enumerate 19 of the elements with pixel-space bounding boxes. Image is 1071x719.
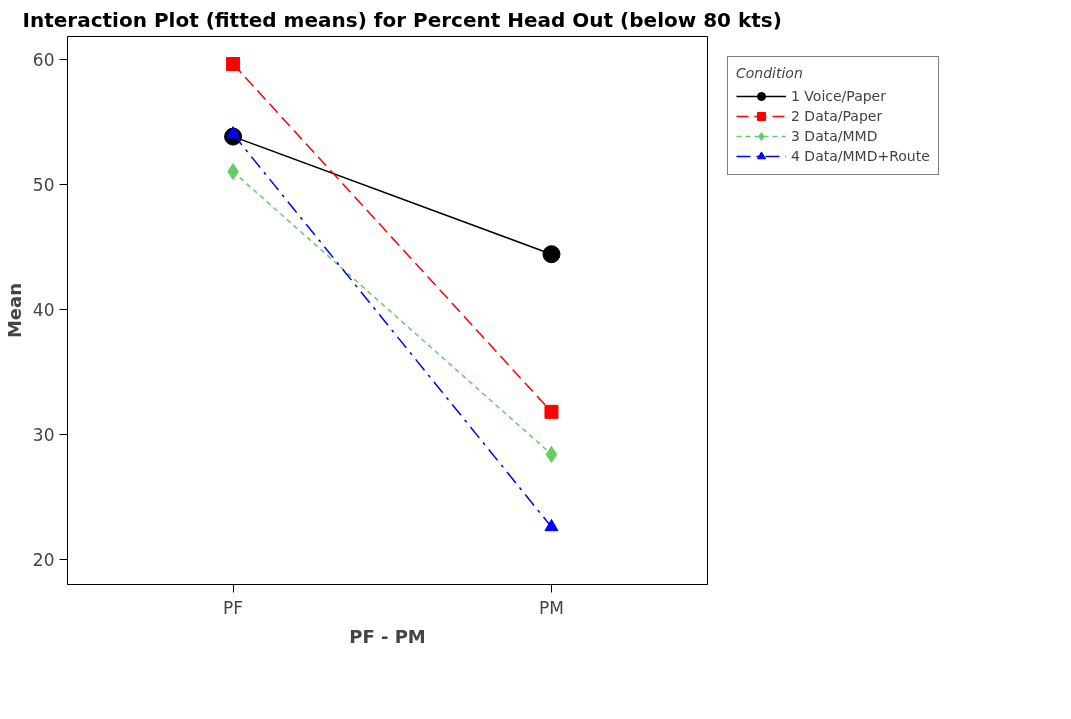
legend-label: 2 Data/Paper <box>791 108 883 124</box>
y-tick-label: 50 <box>32 174 55 195</box>
y-tick-label: 30 <box>32 424 55 445</box>
legend-title: Condition <box>736 65 804 81</box>
y-tick-label: 40 <box>32 299 55 320</box>
point <box>226 57 241 72</box>
y-tick-label: 20 <box>32 549 55 570</box>
x-tick-label: PM <box>539 597 564 618</box>
y-tick-label: 60 <box>32 49 55 70</box>
chart-title: Interaction Plot (fitted means) for Percent Head Out (below 80 kts) <box>22 7 782 32</box>
y-axis-title: Mean <box>3 282 25 339</box>
point <box>545 445 558 463</box>
x-tick-label: PF <box>223 597 244 618</box>
point <box>542 245 561 264</box>
point <box>544 404 559 419</box>
legend-label: 3 Data/MMD <box>791 128 878 144</box>
x-axis-title: PF - PM <box>349 625 426 647</box>
legend-label: 4 Data/MMD+Route <box>791 148 930 164</box>
legend-label: 1 Voice/Paper <box>791 88 886 104</box>
